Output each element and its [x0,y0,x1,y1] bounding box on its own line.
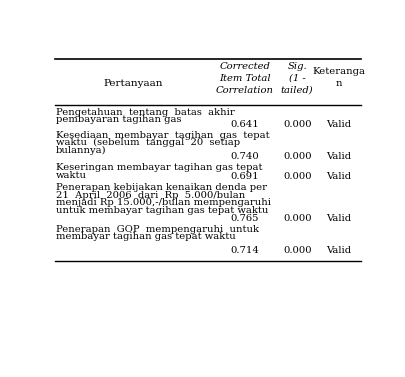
Text: 0.000: 0.000 [282,120,311,129]
Text: Penerapan kebijakan kenaikan denda per: Penerapan kebijakan kenaikan denda per [56,183,266,192]
Text: Kesediaan  membayar  tagihan  gas  tepat: Kesediaan membayar tagihan gas tepat [56,131,269,140]
Text: waktu  (sebelum  tanggal  20  setiap: waktu (sebelum tanggal 20 setiap [56,138,240,147]
Text: waktu: waktu [56,171,87,179]
Text: Valid: Valid [325,246,350,255]
Text: 0.641: 0.641 [230,120,259,129]
Text: Pertanyaan: Pertanyaan [103,79,163,88]
Text: 0.765: 0.765 [230,214,258,223]
Text: 0.714: 0.714 [230,246,259,255]
Text: Valid: Valid [325,172,350,181]
Text: Sig.
(1 -
tailed): Sig. (1 - tailed) [280,62,313,95]
Text: 21  April  2006  dari  Rp  5.000/bulan: 21 April 2006 dari Rp 5.000/bulan [56,191,245,199]
Text: Keteranga
n: Keteranga n [311,67,364,87]
Text: bulannya): bulannya) [56,146,107,155]
Text: menjadi Rp 15.000,-/bulan mempengaruhi: menjadi Rp 15.000,-/bulan mempengaruhi [56,198,271,207]
Text: Valid: Valid [325,152,350,161]
Text: pembayaran tagihan gas: pembayaran tagihan gas [56,115,181,124]
Text: Valid: Valid [325,120,350,129]
Text: Keseringan membayar tagihan gas tepat: Keseringan membayar tagihan gas tepat [56,163,262,172]
Text: Valid: Valid [325,214,350,223]
Text: untuk membayar tagihan gas tepat waktu: untuk membayar tagihan gas tepat waktu [56,206,268,215]
Text: 0.691: 0.691 [230,172,258,181]
Text: Pengetahuan  tentang  batas  akhir: Pengetahuan tentang batas akhir [56,107,234,116]
Text: Corrected
Item Total
Correlation: Corrected Item Total Correlation [215,62,273,95]
Text: 0.740: 0.740 [230,152,259,161]
Text: 0.000: 0.000 [282,152,311,161]
Text: 0.000: 0.000 [282,246,311,255]
Text: 0.000: 0.000 [282,172,311,181]
Text: Penerapan  GOP  mempengaruhi  untuk: Penerapan GOP mempengaruhi untuk [56,225,258,234]
Text: membayar tagihan gas tepat waktu: membayar tagihan gas tepat waktu [56,232,235,241]
Text: 0.000: 0.000 [282,214,311,223]
